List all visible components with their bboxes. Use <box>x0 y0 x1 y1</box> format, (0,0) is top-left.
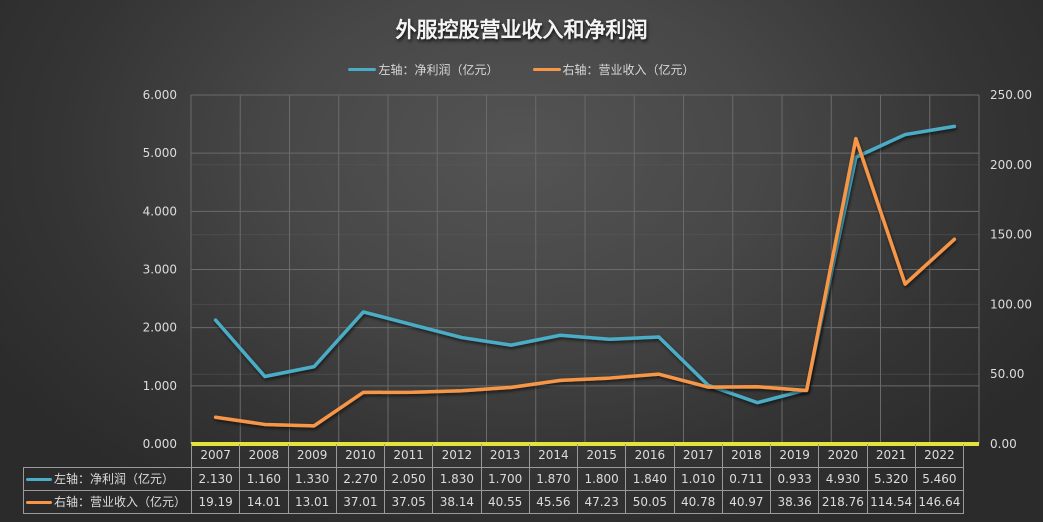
year-header: 2013 <box>480 444 530 468</box>
legend: 左轴：净利润（亿元） 右轴：营业收入（亿元） <box>0 61 1043 78</box>
table-cell: 50.05 <box>625 489 675 514</box>
right-axis-tick: 250.00 <box>990 88 1032 102</box>
year-header: 2012 <box>432 444 482 468</box>
table-row-net-profit: 左轴：净利润（亿元） 2.130 1.160 1.330 2.270 2.050 1.83… <box>23 466 965 491</box>
legend-label-revenue: 右轴：营业收入（亿元） <box>562 63 695 77</box>
row-label-net-profit: 左轴：净利润（亿元） <box>23 466 192 491</box>
table-cell: 0.933 <box>769 466 820 491</box>
year-header: 2018 <box>721 444 772 468</box>
legend-swatch-net-profit <box>348 68 377 71</box>
right-axis-tick: 150.00 <box>990 228 1032 242</box>
year-header: 2016 <box>625 444 675 468</box>
year-header: 2008 <box>239 444 289 468</box>
year-header: 2009 <box>287 444 337 468</box>
year-header: 2017 <box>673 444 723 468</box>
legend-swatch-revenue <box>532 68 561 71</box>
table-cell: 1.330 <box>287 466 337 491</box>
left-axis-tick: 6.000 <box>143 88 177 102</box>
table-cell: 40.97 <box>721 489 772 514</box>
year-header: 2021 <box>866 444 916 468</box>
table-row-revenue: 右轴：营业收入（亿元） 19.19 14.01 13.01 37.01 37.05 38.… <box>23 489 965 514</box>
table-cell: 40.55 <box>480 489 530 514</box>
table-cell: 2.130 <box>190 466 241 491</box>
right-axis-tick: 100.00 <box>990 297 1032 311</box>
chart-title: 外服控股营业收入和净利润 <box>395 18 648 42</box>
table-cell: 38.36 <box>769 489 820 514</box>
table-cell: 1.830 <box>432 466 482 491</box>
year-header: 2014 <box>528 444 579 468</box>
left-axis-tick: 0.000 <box>143 437 177 451</box>
table-cell: 218.76 <box>818 489 868 514</box>
table-cell: 1.800 <box>576 466 627 491</box>
right-axis-tick: 200.00 <box>990 158 1032 172</box>
data-table: 2007 2008 2009 2010 2011 2012 2013 2014 2015 2016… <box>23 444 965 514</box>
legend-item-net-profit: 左轴：净利润（亿元） <box>348 61 499 78</box>
table-cell: 37.01 <box>335 489 386 514</box>
table-cell: 5.320 <box>866 466 916 491</box>
table-cell: 5.460 <box>914 466 965 491</box>
row-label-revenue: 右轴：营业收入（亿元） <box>23 489 192 514</box>
year-header: 2019 <box>769 444 820 468</box>
year-header: 2007 <box>190 444 241 468</box>
table-cell: 19.19 <box>190 489 241 514</box>
table-cell: 13.01 <box>287 489 337 514</box>
table-cell: 114.54 <box>866 489 916 514</box>
right-axis-tick: 50.00 <box>990 367 1024 381</box>
table-cell: 0.711 <box>721 466 772 491</box>
table-cell: 45.56 <box>528 489 579 514</box>
legend-label-net-profit: 左轴：净利润（亿元） <box>378 63 499 77</box>
table-cell: 4.930 <box>818 466 868 491</box>
table-cell: 47.23 <box>576 489 627 514</box>
right-axis-tick: 0.00 <box>990 437 1017 451</box>
table-cell: 1.160 <box>239 466 289 491</box>
revenue-line <box>213 136 957 428</box>
row-swatch-net-profit <box>26 478 52 481</box>
row-swatch-revenue <box>26 501 52 504</box>
table-cell: 1.870 <box>528 466 579 491</box>
table-cell: 1.010 <box>673 466 723 491</box>
table-cell: 1.840 <box>625 466 675 491</box>
year-header: 2015 <box>576 444 627 468</box>
left-axis-tick: 4.000 <box>143 204 177 218</box>
table-cell: 38.14 <box>432 489 482 514</box>
table-cell: 2.050 <box>383 466 434 491</box>
table-header-row: 2007 2008 2009 2010 2011 2012 2013 2014 2015 2016… <box>24 444 965 468</box>
year-header: 2011 <box>383 444 434 468</box>
table-cell: 40.78 <box>673 489 723 514</box>
left-axis-tick: 3.000 <box>143 263 177 277</box>
table-cell: 14.01 <box>239 489 289 514</box>
table-cell: 1.700 <box>480 466 530 491</box>
left-axis-tick: 2.000 <box>143 321 177 335</box>
table-cell: 146.64 <box>914 489 965 514</box>
left-axis-tick: 1.000 <box>143 379 177 393</box>
year-header: 2022 <box>914 444 965 468</box>
year-header: 2010 <box>335 444 386 468</box>
table-cell: 2.270 <box>335 466 386 491</box>
left-axis-tick: 5.000 <box>143 146 177 160</box>
table-cell: 37.05 <box>383 489 434 514</box>
legend-item-revenue: 右轴：营业收入（亿元） <box>532 61 695 78</box>
year-header: 2020 <box>818 444 868 468</box>
